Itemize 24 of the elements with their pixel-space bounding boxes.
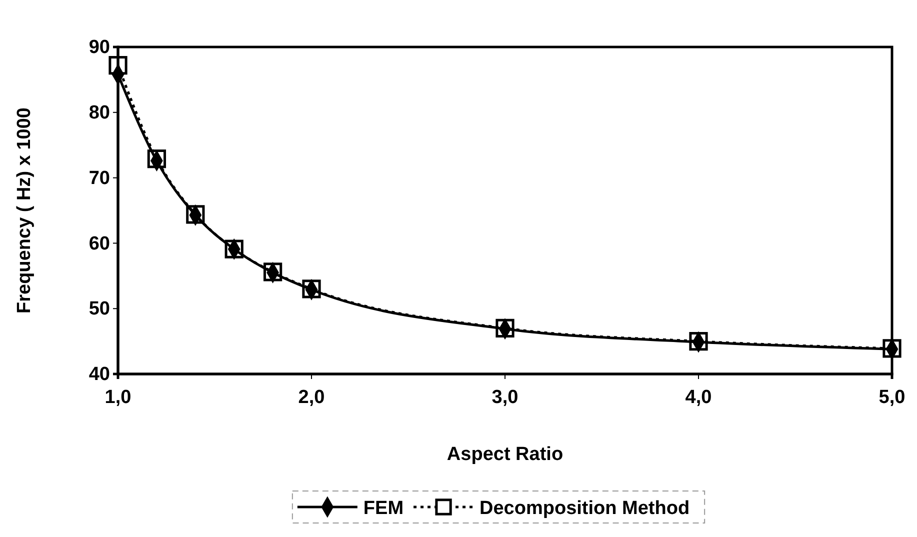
y-axis-title: Frequency ( Hz) x 1000 (14, 108, 35, 314)
y-tick-label: 70 (88, 168, 110, 189)
point (108, 56, 128, 75)
x-axis-title: Aspect Ratio (446, 444, 564, 465)
point (882, 339, 902, 358)
point (496, 318, 514, 338)
legend-label: FEM (363, 498, 404, 519)
x-tick-label: 4,0 (685, 386, 712, 408)
y-tick-label: 50 (88, 298, 110, 320)
x-tick-label: 5,0 (878, 386, 906, 408)
point (263, 262, 282, 282)
x-tick-label: 2,0 (298, 386, 325, 408)
y-tick-label: 90 (88, 37, 110, 58)
y-tick-label: 60 (88, 233, 110, 254)
legend-label: Decomposition Method (480, 498, 690, 519)
y-tick-label: 80 (88, 102, 110, 124)
x-tick-label: 1,0 (104, 386, 132, 408)
point (186, 205, 205, 224)
point (302, 280, 321, 298)
x-tick-label: 3,0 (492, 386, 518, 408)
y-tick-label: 40 (88, 364, 110, 386)
point (224, 240, 244, 258)
point (689, 332, 708, 351)
point (147, 150, 166, 168)
